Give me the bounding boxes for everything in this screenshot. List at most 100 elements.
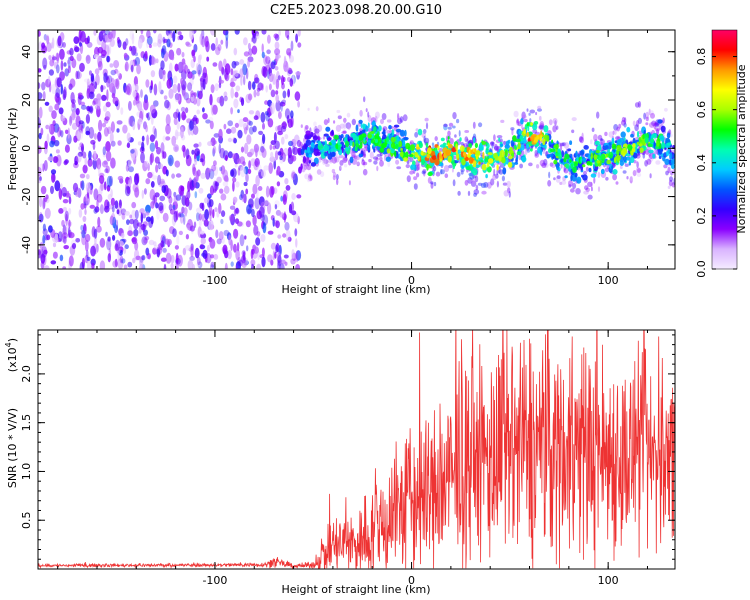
heatmap-cell <box>431 142 435 146</box>
heatmap-cell <box>229 205 236 210</box>
heatmap-cell <box>54 61 58 69</box>
heatmap-cell <box>38 166 42 177</box>
heatmap-cell <box>187 259 194 269</box>
heatmap-cell <box>262 222 267 234</box>
heatmap-cell <box>197 226 202 238</box>
heatmap-cell <box>150 56 157 65</box>
heatmap-cell <box>140 89 143 98</box>
heatmap-cell <box>421 170 426 175</box>
heatmap-cell <box>134 56 141 67</box>
heatmap-cell <box>251 45 258 55</box>
heatmap-cell <box>184 209 188 217</box>
heatmap-cell <box>355 161 360 165</box>
heatmap-cell <box>98 175 105 184</box>
heatmap-cell <box>141 236 148 246</box>
heatmap-cell <box>163 95 168 100</box>
heatmap-cell <box>54 180 61 192</box>
heatmap-cell <box>637 101 642 108</box>
heatmap-cell <box>547 180 552 187</box>
heatmap-cell <box>44 101 50 106</box>
heatmap-cell <box>590 181 593 188</box>
heatmap-cell <box>216 210 220 218</box>
heatmap-cell <box>76 134 80 139</box>
heatmap-cell <box>502 182 508 186</box>
heatmap-cell <box>62 89 67 101</box>
heatmap-cell <box>134 187 140 198</box>
heatmap-cell <box>339 165 342 171</box>
heatmap-cell <box>504 149 508 158</box>
heatmap-cell <box>394 143 399 150</box>
heatmap-cell <box>416 172 420 178</box>
heatmap-cell <box>181 111 187 121</box>
snr-multiplier-exponent: 4 <box>4 342 13 347</box>
heatmap-cell <box>642 153 646 159</box>
heatmap-cell <box>41 81 46 91</box>
heatmap-cell <box>664 107 668 112</box>
heatmap-cell <box>85 174 90 180</box>
heatmap-cell <box>121 212 126 220</box>
heatmap-cell <box>549 162 554 167</box>
heatmap-cell <box>186 190 191 200</box>
heatmap-cell <box>540 149 543 156</box>
heatmap-cell <box>355 143 360 148</box>
heatmap-cell <box>552 118 558 125</box>
heatmap-cell <box>219 147 226 159</box>
heatmap-cell <box>203 219 209 227</box>
heatmap-cell <box>586 161 591 166</box>
heatmap-cell <box>416 146 420 150</box>
heatmap-cell <box>121 258 126 264</box>
heatmap-cell <box>648 108 651 116</box>
tick-label: 0 <box>408 574 415 587</box>
heatmap-cell <box>133 99 137 106</box>
tick-label: 0 <box>408 274 415 287</box>
heatmap-cell <box>608 151 613 159</box>
heatmap-cell <box>131 149 136 161</box>
heatmap-cell <box>597 134 603 141</box>
heatmap-cell <box>234 122 239 128</box>
heatmap-cell <box>643 112 646 120</box>
heatmap-cell <box>406 175 411 183</box>
heatmap-cell <box>85 249 89 258</box>
heatmap-cell <box>306 164 312 171</box>
heatmap-cell <box>521 156 527 163</box>
heatmap-cell <box>117 70 120 77</box>
heatmap-cell <box>274 66 279 71</box>
heatmap-cell <box>532 128 538 134</box>
heatmap-cell <box>190 90 194 98</box>
heatmap-cell <box>49 59 55 67</box>
heatmap-cell <box>233 243 237 253</box>
heatmap-cell <box>274 150 279 161</box>
heatmap-cell <box>624 163 629 167</box>
heatmap-cell <box>43 197 46 209</box>
spectrogram-y-axis-title: Frequency (Hz) <box>6 108 19 191</box>
heatmap-cell <box>353 155 358 160</box>
heatmap-cell <box>274 251 277 259</box>
tick-label: 0.5 <box>20 511 33 529</box>
heatmap-cell <box>196 97 201 107</box>
heatmap-cell <box>511 128 514 136</box>
heatmap-cell <box>232 181 235 192</box>
heatmap-cell <box>374 115 378 123</box>
heatmap-cell <box>132 90 137 98</box>
heatmap-cell <box>262 133 266 144</box>
heatmap-cell <box>39 196 43 208</box>
heatmap-cell <box>605 176 609 181</box>
heatmap-cells <box>38 30 675 269</box>
heatmap-cell <box>195 170 199 182</box>
heatmap-cell <box>85 130 91 136</box>
heatmap-cell <box>585 187 590 193</box>
heatmap-cell <box>300 148 305 155</box>
heatmap-cell <box>239 59 245 65</box>
heatmap-cell <box>425 142 429 148</box>
heatmap-cell <box>339 123 345 129</box>
heatmap-cell <box>374 138 378 144</box>
heatmap-cell <box>344 146 349 152</box>
heatmap-cell <box>128 166 135 173</box>
heatmap-cell <box>475 184 479 191</box>
heatmap-cell <box>212 62 218 67</box>
heatmap-cell <box>59 129 62 136</box>
heatmap-cell <box>409 170 414 175</box>
heatmap-cell <box>261 30 267 35</box>
colorbar-title: Normalized spectral amplitude <box>735 64 748 233</box>
heatmap-cell <box>117 39 122 48</box>
